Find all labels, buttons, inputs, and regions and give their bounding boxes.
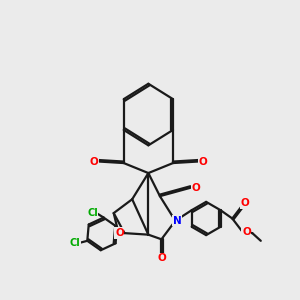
Text: Cl: Cl (87, 208, 98, 218)
Text: N: N (173, 216, 182, 226)
Text: O: O (241, 198, 249, 208)
Text: O: O (199, 157, 207, 166)
Text: O: O (242, 226, 251, 237)
Text: O: O (157, 253, 166, 263)
Text: Cl: Cl (69, 238, 80, 248)
Text: O: O (191, 183, 200, 193)
Text: O: O (115, 228, 124, 238)
Text: O: O (89, 157, 98, 166)
